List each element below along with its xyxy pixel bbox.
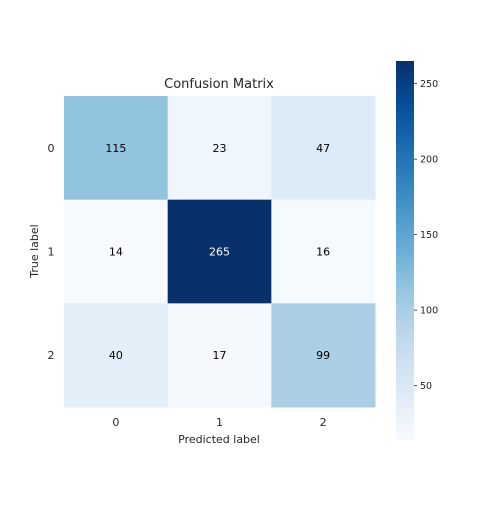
cell-value-0-1: 23 — [213, 142, 227, 155]
colorbar-tick-label-0: 50 — [420, 381, 432, 392]
colorbar — [396, 61, 414, 440]
colorbar-tick-label-4: 250 — [420, 79, 438, 90]
cell-value-2-0: 40 — [109, 349, 123, 362]
x-tick-label-1: 1 — [216, 416, 223, 429]
cell-value-1-2: 16 — [316, 246, 330, 259]
colorbar-tick-label-3: 200 — [420, 155, 438, 166]
colorbar-tick-label-2: 150 — [420, 230, 438, 241]
chart-title: Confusion Matrix — [164, 77, 274, 92]
y-tick-label-0: 0 — [48, 142, 55, 155]
cell-value-1-0: 14 — [109, 246, 123, 259]
x-axis-label: Predicted label — [178, 433, 260, 446]
y-tick-label-2: 2 — [48, 349, 55, 362]
x-tick-label-0: 0 — [112, 416, 119, 429]
cell-value-2-2: 99 — [316, 349, 330, 362]
colorbar-ticks: 50 100 150 200 250 — [414, 79, 438, 392]
colorbar-tick-label-1: 100 — [420, 306, 438, 317]
cell-value-1-1: 265 — [209, 246, 230, 259]
cell-value-0-0: 115 — [105, 142, 126, 155]
x-tick-label-2: 2 — [320, 416, 327, 429]
cell-value-2-1: 17 — [213, 349, 227, 362]
y-axis-ticks: 0 1 2 — [48, 142, 55, 362]
y-tick-label-1: 1 — [48, 246, 55, 259]
cell-value-0-2: 47 — [316, 142, 330, 155]
y-axis-label: True label — [28, 224, 41, 278]
x-axis-ticks: 0 1 2 — [112, 416, 326, 429]
